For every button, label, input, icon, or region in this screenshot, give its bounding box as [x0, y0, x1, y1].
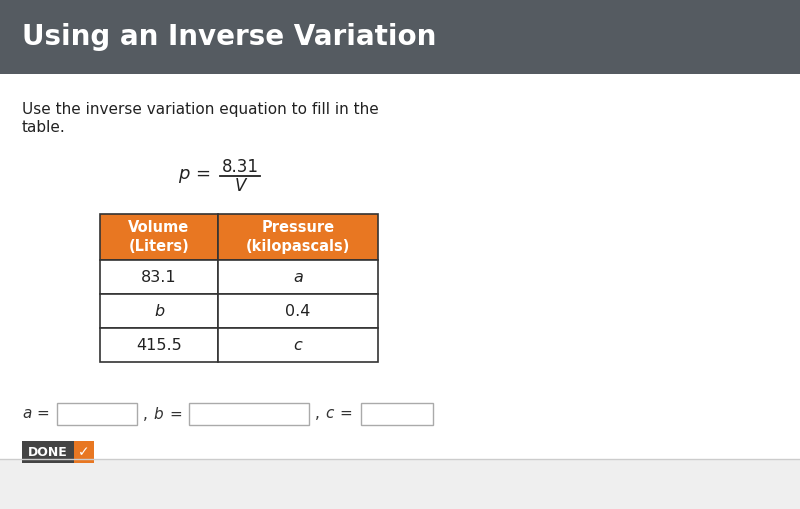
- Text: DONE: DONE: [28, 445, 68, 459]
- FancyBboxPatch shape: [100, 214, 218, 260]
- Text: Volume
(Liters): Volume (Liters): [128, 220, 190, 254]
- Text: $a\,=$: $a\,=$: [22, 407, 50, 421]
- Text: c: c: [294, 337, 302, 353]
- FancyBboxPatch shape: [74, 441, 94, 463]
- Text: 415.5: 415.5: [136, 337, 182, 353]
- FancyBboxPatch shape: [361, 403, 433, 425]
- FancyBboxPatch shape: [22, 441, 74, 463]
- Text: Use the inverse variation equation to fill in the: Use the inverse variation equation to fi…: [22, 102, 378, 117]
- FancyBboxPatch shape: [100, 294, 218, 328]
- Text: 83.1: 83.1: [141, 269, 177, 285]
- FancyBboxPatch shape: [0, 0, 800, 74]
- Text: 0.4: 0.4: [286, 303, 310, 319]
- Text: Using an Inverse Variation: Using an Inverse Variation: [22, 23, 436, 51]
- Text: table.: table.: [22, 120, 66, 135]
- Text: Pressure
(kilopascals): Pressure (kilopascals): [246, 220, 350, 254]
- FancyBboxPatch shape: [0, 459, 800, 509]
- Text: 8.31: 8.31: [222, 158, 258, 176]
- FancyBboxPatch shape: [218, 294, 378, 328]
- FancyBboxPatch shape: [218, 214, 378, 260]
- Text: V: V: [234, 177, 246, 195]
- FancyBboxPatch shape: [218, 260, 378, 294]
- FancyBboxPatch shape: [100, 260, 218, 294]
- FancyBboxPatch shape: [100, 328, 218, 362]
- Text: $,\;b\,=$: $,\;b\,=$: [142, 405, 182, 423]
- FancyBboxPatch shape: [218, 328, 378, 362]
- Text: $,\;c\,=$: $,\;c\,=$: [314, 407, 353, 421]
- Text: a: a: [293, 269, 303, 285]
- FancyBboxPatch shape: [189, 403, 309, 425]
- Text: ✓: ✓: [78, 445, 90, 459]
- Text: b: b: [154, 303, 164, 319]
- FancyBboxPatch shape: [57, 403, 137, 425]
- Text: $p\,=$: $p\,=$: [178, 167, 211, 185]
